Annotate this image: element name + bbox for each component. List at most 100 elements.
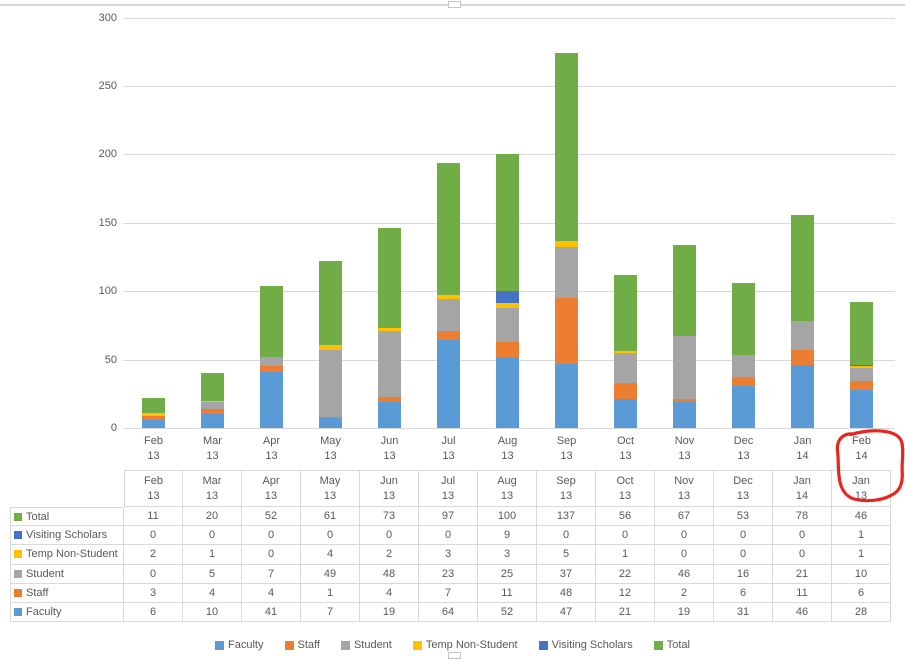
table-cell-staff-4[interactable]: 4 [360,583,419,603]
bar-segment-student-apr-13[interactable] [260,356,283,367]
bar-segment-student-oct-13[interactable] [614,352,637,383]
bar-segment-temp-non-student-jun-13[interactable] [378,328,401,331]
table-cell-staff-7[interactable]: 48 [537,583,596,603]
bar-segment-staff-jan-14[interactable] [791,350,814,366]
table-cell-faculty-0[interactable]: 6 [124,602,183,623]
bar-segment-visiting-scholars-aug-13[interactable] [496,291,519,304]
bar-segment-faculty-dec-13[interactable] [732,385,755,428]
bar-segment-staff-sep-13[interactable] [555,298,578,364]
table-cell-temp-non-student-10[interactable]: 0 [714,545,773,565]
bar-segment-total-dec-13[interactable] [732,282,755,356]
table-cell-faculty-9[interactable]: 19 [655,602,714,623]
table-cell-total-5[interactable]: 97 [419,507,478,527]
bar-segment-student-mar-13[interactable] [201,402,224,409]
table-cell-faculty-4[interactable]: 19 [360,602,419,623]
bar-segment-faculty-feb-14[interactable] [850,389,873,428]
bar-segment-student-dec-13[interactable] [732,355,755,378]
table-cell-student-2[interactable]: 7 [242,564,301,584]
bar-segment-total-jul-13[interactable] [437,162,460,296]
table-cell-staff-5[interactable]: 7 [419,583,478,603]
bar-segment-total-jan-14[interactable] [791,214,814,322]
legend-item-total[interactable]: Total [653,639,690,651]
table-cell-temp-non-student-5[interactable]: 3 [419,545,478,565]
table-header-cell-nov-13-9[interactable]: Nov 13 [655,470,714,507]
table-cell-visiting-scholars-5[interactable]: 0 [419,526,478,546]
table-cell-faculty-1[interactable]: 10 [183,602,242,623]
table-cell-total-4[interactable]: 73 [360,507,419,527]
table-cell-total-1[interactable]: 20 [183,507,242,527]
table-header-cell-sep-13-7[interactable]: Sep 13 [537,470,596,507]
table-row-label-temp-non-student[interactable]: Temp Non-Student [10,545,124,565]
bar-segment-student-jun-13[interactable] [378,330,401,397]
bar-segment-total-aug-13[interactable] [496,154,519,292]
bar-segment-total-feb-14[interactable] [850,302,873,366]
table-cell-temp-non-student-1[interactable]: 1 [183,545,242,565]
table-cell-faculty-2[interactable]: 41 [242,602,301,623]
bar-segment-temp-non-student-feb-14[interactable] [850,366,873,368]
table-cell-temp-non-student-11[interactable]: 0 [773,545,832,565]
bar-segment-faculty-aug-13[interactable] [496,356,519,428]
table-cell-staff-6[interactable]: 11 [478,583,537,603]
table-cell-visiting-scholars-6[interactable]: 9 [478,526,537,546]
table-header-cell-feb-13-0[interactable]: Feb 13 [124,470,183,507]
table-cell-total-12[interactable]: 46 [832,507,891,527]
bar-segment-faculty-jun-13[interactable] [378,402,401,428]
table-header-cell-oct-13-8[interactable]: Oct 13 [596,470,655,507]
bar-segment-total-apr-13[interactable] [260,285,283,357]
table-row-label-faculty[interactable]: Faculty [10,602,124,623]
selection-handle-bottom[interactable] [448,652,461,659]
table-header-cell-jan-13-12[interactable]: Jan 13 [832,470,891,507]
legend-item-temp-non-student[interactable]: Temp Non-Student [412,639,518,651]
table-cell-staff-1[interactable]: 4 [183,583,242,603]
bar-segment-total-oct-13[interactable] [614,274,637,352]
table-cell-visiting-scholars-12[interactable]: 1 [832,526,891,546]
table-header-cell-mar-13-1[interactable]: Mar 13 [183,470,242,507]
bar-segment-faculty-apr-13[interactable] [260,371,283,428]
table-cell-student-11[interactable]: 21 [773,564,832,584]
table-cell-visiting-scholars-11[interactable]: 0 [773,526,832,546]
bar-segment-visiting-scholars-feb-14[interactable] [850,365,873,367]
table-cell-staff-8[interactable]: 12 [596,583,655,603]
table-cell-faculty-3[interactable]: 7 [301,602,360,623]
table-cell-student-7[interactable]: 37 [537,564,596,584]
bar-segment-student-jan-14[interactable] [791,321,814,350]
table-cell-visiting-scholars-4[interactable]: 0 [360,526,419,546]
bar-segment-faculty-may-13[interactable] [319,418,342,428]
table-row-label-staff[interactable]: Staff [10,583,124,603]
table-cell-faculty-10[interactable]: 31 [714,602,773,623]
bar-segment-staff-jul-13[interactable] [437,330,460,341]
table-row-label-student[interactable]: Student [10,564,124,584]
legend-item-student[interactable]: Student [340,639,392,651]
bar-segment-temp-non-student-aug-13[interactable] [496,303,519,308]
bar-segment-staff-jun-13[interactable] [378,396,401,402]
table-cell-faculty-6[interactable]: 52 [478,602,537,623]
table-cell-staff-10[interactable]: 6 [714,583,773,603]
table-cell-staff-11[interactable]: 11 [773,583,832,603]
bar-segment-staff-mar-13[interactable] [201,408,224,415]
table-cell-visiting-scholars-7[interactable]: 0 [537,526,596,546]
table-cell-visiting-scholars-9[interactable]: 0 [655,526,714,546]
table-cell-student-4[interactable]: 48 [360,564,419,584]
table-header-cell-jun-13-4[interactable]: Jun 13 [360,470,419,507]
bar-segment-total-sep-13[interactable] [555,53,578,241]
bar-segment-student-sep-13[interactable] [555,247,578,298]
bar-segment-staff-apr-13[interactable] [260,366,283,372]
table-cell-temp-non-student-0[interactable]: 2 [124,545,183,565]
selection-handle-top[interactable] [448,1,461,8]
bar-segment-staff-aug-13[interactable] [496,341,519,357]
table-cell-visiting-scholars-3[interactable]: 0 [301,526,360,546]
table-row-label-visiting-scholars[interactable]: Visiting Scholars [10,526,124,546]
bar-segment-total-may-13[interactable] [319,261,342,345]
table-cell-visiting-scholars-0[interactable]: 0 [124,526,183,546]
bar-segment-temp-non-student-mar-13[interactable] [201,400,224,402]
table-cell-visiting-scholars-2[interactable]: 0 [242,526,301,546]
bar-segment-student-nov-13[interactable] [673,336,696,400]
bar-segment-staff-nov-13[interactable] [673,399,696,402]
table-cell-visiting-scholars-1[interactable]: 0 [183,526,242,546]
table-cell-faculty-8[interactable]: 21 [596,602,655,623]
bar-segment-temp-non-student-feb-13[interactable] [142,412,165,416]
table-cell-student-6[interactable]: 25 [478,564,537,584]
table-cell-faculty-12[interactable]: 28 [832,602,891,623]
table-cell-total-0[interactable]: 11 [124,507,183,527]
table-cell-total-11[interactable]: 78 [773,507,832,527]
